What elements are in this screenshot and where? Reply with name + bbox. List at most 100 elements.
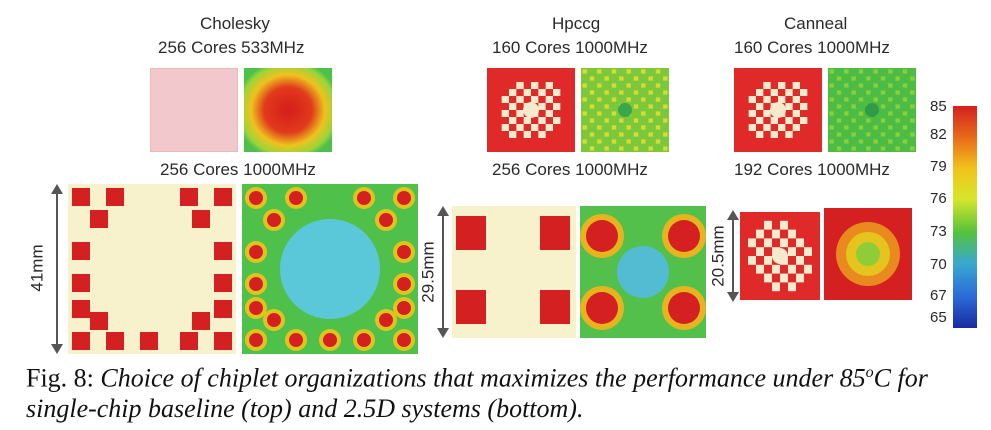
heat-cell: [880, 146, 886, 151]
chiplet-gap: [531, 96, 539, 103]
heat-cell: [604, 76, 609, 81]
heat-cell: [597, 125, 602, 130]
heat-cell: [858, 69, 864, 74]
hotspot: [397, 245, 411, 259]
heat-cell: [655, 139, 661, 144]
hotspot: [617, 102, 633, 118]
heat-cell: [866, 76, 871, 81]
dimension-arrow-41mm: [51, 184, 63, 354]
heat-cell: [655, 111, 661, 116]
heat-cell: [611, 125, 617, 130]
heat-cell: [866, 118, 871, 123]
heat-cell: [829, 111, 834, 116]
chiplet-gap: [756, 247, 764, 256]
chiplet: [214, 242, 232, 260]
chiplet-gap: [538, 131, 546, 138]
heat-cell: [888, 97, 893, 102]
hpccg-top-layout: [487, 68, 575, 152]
heat-cell: [866, 132, 871, 137]
heat-cell: [626, 69, 631, 74]
chiplet-gap: [778, 96, 786, 103]
heat-cell: [873, 125, 878, 130]
heat-cell: [836, 146, 842, 151]
heat-cell: [611, 139, 617, 144]
heat-cell: [844, 125, 849, 130]
canneal-bottom-config: 192 Cores 1000MHz: [734, 160, 890, 179]
dimension-41mm: 41mm: [27, 244, 47, 292]
heat-cell: [836, 132, 842, 137]
heat-cell: [648, 146, 653, 151]
heat-cell: [633, 118, 639, 123]
heat-cell: [648, 90, 653, 95]
heat-cell: [910, 76, 915, 81]
heat-cell: [873, 69, 878, 74]
dimension-arrow-29mm: [437, 206, 449, 338]
chiplet-gap: [756, 131, 764, 138]
chiplet-gap: [516, 124, 524, 131]
heat-cell: [589, 90, 595, 95]
chiplet-gap: [763, 82, 771, 89]
chiplet: [106, 188, 124, 206]
chiplet: [540, 290, 570, 324]
heat-cell: [873, 83, 878, 88]
heat-cell: [895, 76, 900, 81]
chiplet: [90, 210, 108, 228]
heat-cell: [582, 111, 587, 116]
heat-cell: [858, 111, 864, 116]
chiplet-gap: [748, 110, 756, 117]
chiplet: [180, 332, 198, 350]
heat-cell: [641, 83, 646, 88]
chiplet-gap: [804, 247, 812, 256]
hotspot: [586, 292, 618, 324]
chiplet-gap: [800, 117, 808, 124]
chiplet: [90, 312, 108, 330]
chiplet-gap: [772, 282, 780, 292]
chiplet-gap: [523, 117, 531, 124]
chiplet-gap: [788, 264, 796, 274]
canneal-bottom-heatmap: [824, 208, 912, 300]
colorbar-tick-65: 65: [930, 309, 947, 326]
hotspot: [856, 242, 880, 266]
hotspot: [379, 313, 393, 327]
heat-cell: [619, 132, 624, 137]
heat-cell: [910, 90, 915, 95]
heat-cell: [829, 69, 834, 74]
chiplet-gap: [792, 82, 800, 89]
heat-cell: [844, 111, 849, 116]
heat-cell: [648, 118, 653, 123]
heat-cell: [641, 111, 646, 116]
heat-cell: [663, 104, 668, 109]
chiplet: [540, 216, 570, 250]
chiplet-gap: [785, 131, 793, 138]
chiplet: [214, 188, 232, 206]
dimension-arrow-20mm: [727, 210, 739, 302]
heat-cell: [611, 111, 617, 116]
heat-cell: [902, 139, 908, 144]
heat-cell: [836, 76, 842, 81]
chiplet: [72, 242, 90, 260]
chiplet-gap: [531, 124, 539, 131]
heat-cell: [626, 139, 631, 144]
cholesky-bottom-heatmap: [242, 184, 418, 354]
chiplet-gap: [770, 117, 778, 124]
heat-cell: [851, 90, 856, 95]
colorbar-tick-76: 76: [930, 190, 947, 207]
chiplet-gap: [785, 89, 793, 96]
hotspot: [249, 191, 263, 205]
colorbar-tick-67: 67: [930, 287, 947, 304]
heat-cell: [619, 118, 624, 123]
heat-cell: [626, 83, 631, 88]
heat-cell: [910, 118, 915, 123]
colorbar-tick-79: 79: [930, 158, 947, 175]
heat-cell: [604, 118, 609, 123]
heat-cell: [844, 97, 849, 102]
cholesky-bottom-config: 256 Cores 1000MHz: [160, 160, 316, 179]
hotspot: [249, 301, 263, 315]
chiplet-gap: [770, 89, 778, 96]
chiplet-gap: [778, 82, 786, 89]
chiplet: [72, 300, 90, 318]
heat-cell: [880, 104, 886, 109]
heat-cell: [655, 69, 661, 74]
heat-cell: [633, 76, 639, 81]
chiplet-gap: [756, 89, 764, 96]
